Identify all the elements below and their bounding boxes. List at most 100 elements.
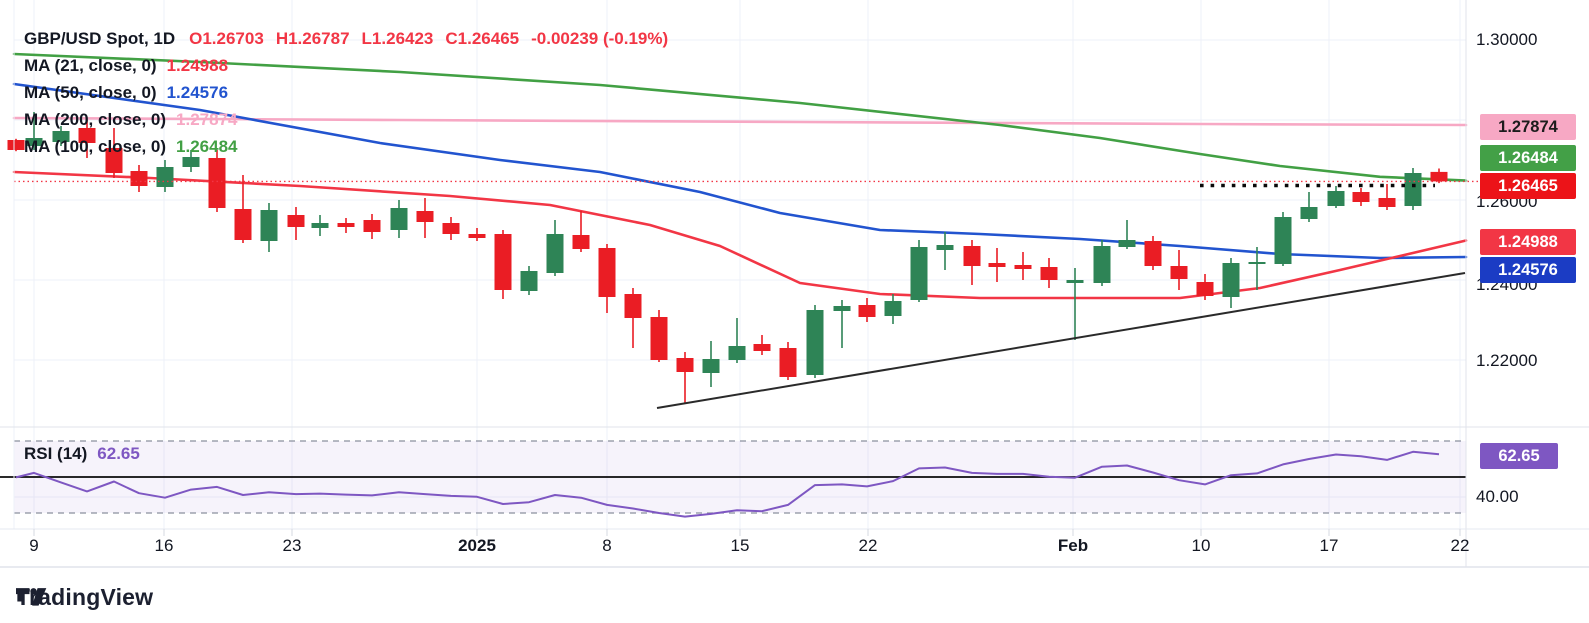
candle [1170, 266, 1188, 279]
symbol-title: GBP/USD Spot, 1D [24, 28, 176, 48]
open-value: O1.26703 [189, 28, 264, 48]
time-axis-label: 23 [282, 536, 302, 555]
candle [1066, 280, 1084, 283]
candle [1196, 282, 1214, 296]
candle [598, 248, 616, 297]
ma-21-row[interactable]: MA (21, close, 0) 1.24988 [24, 52, 668, 79]
candle [676, 358, 694, 372]
time-axis-label: 2025 [458, 536, 496, 555]
ma-100-row[interactable]: MA (100, close, 0) 1.26484 [24, 133, 668, 160]
ma-line-ma-50 [12, 82, 1468, 260]
candle [1327, 191, 1345, 206]
ma-row-value-2: 1.27874 [176, 109, 238, 129]
candle [1430, 171, 1448, 182]
candle [1040, 267, 1058, 280]
candle [1300, 207, 1318, 219]
trendline[interactable] [656, 272, 1466, 409]
candle [287, 215, 305, 227]
candle [910, 247, 928, 300]
rsi-badge: 62.65 [1480, 443, 1558, 469]
candle [988, 263, 1006, 267]
candle [779, 348, 797, 377]
candle [156, 167, 174, 187]
ma-50-label: MA (50, close, 0) [24, 82, 157, 102]
ma-row-value-1: 1.24576 [166, 82, 229, 102]
candle [260, 210, 278, 241]
time-axis-label: 17 [1319, 536, 1339, 555]
rsi-indicator-row[interactable]: RSI (14) 62.65 [24, 444, 140, 464]
candle [1014, 265, 1032, 269]
candle [311, 223, 329, 228]
ma-21-label: MA (21, close, 0) [24, 55, 157, 75]
candle [442, 223, 460, 234]
candle [806, 310, 824, 375]
candle [208, 158, 226, 208]
candle [936, 245, 954, 250]
price-badge: 1.26465 [1480, 173, 1576, 199]
candle [390, 208, 408, 230]
candle [728, 346, 746, 360]
time-axis-label: 22 [858, 536, 878, 555]
candle [416, 211, 434, 222]
symbol-row[interactable]: GBP/USD Spot, 1D O1.26703 H1.26787 L1.26… [24, 25, 668, 52]
chart-legend: GBP/USD Spot, 1D O1.26703 H1.26787 L1.26… [24, 25, 668, 160]
candle [1144, 241, 1162, 266]
candle [52, 131, 70, 142]
candle [7, 140, 25, 150]
ma-line-ma-100 [12, 52, 1468, 182]
candle [833, 306, 851, 311]
candle [1352, 192, 1370, 202]
rsi-line [15, 450, 1440, 518]
ma-50-row[interactable]: MA (50, close, 0) 1.24576 [24, 79, 668, 106]
time-axis-label: Feb [1057, 536, 1089, 555]
price-axis[interactable]: 1.30000 1.26000 1.24000 1.22000 1.27874 1.264… [1466, 0, 1589, 567]
low-value: L1.26423 [361, 28, 434, 48]
rsi-label: RSI (14) [24, 444, 88, 463]
ma-200-row[interactable]: MA (200, close, 0) 1.27874 [24, 106, 668, 133]
ma-200-label: MA (200, close, 0) [24, 109, 167, 129]
candle [337, 223, 355, 227]
candle [1222, 263, 1240, 297]
candle [494, 234, 512, 290]
tradingview-logo[interactable]: TradingView [16, 584, 153, 611]
pane-borders [0, 0, 1589, 568]
candle [520, 271, 538, 291]
candle [1378, 198, 1396, 207]
candle [1093, 246, 1111, 283]
close-value: C1.26465 [445, 28, 520, 48]
candle [234, 209, 252, 240]
candle [1248, 262, 1266, 264]
ma-100-label: MA (100, close, 0) [24, 136, 167, 156]
candle [858, 305, 876, 317]
tradingview-logo-icon [16, 588, 47, 606]
ma-line-ma-21 [12, 170, 1468, 300]
price-badge: 1.24988 [1480, 229, 1576, 255]
candle [130, 171, 148, 186]
candle [884, 301, 902, 316]
change-value: -0.00239 (-0.19%) [531, 28, 669, 48]
time-axis[interactable]: 9 16 23 2025 8 15 22 Feb 10 17 22 [0, 529, 1589, 567]
time-axis-label: 15 [730, 536, 750, 555]
ma-row-value-3: 1.26484 [176, 136, 238, 156]
price-badge: 1.24576 [1480, 257, 1576, 283]
candle [468, 234, 486, 238]
time-axis-label: 9 [29, 536, 39, 555]
candles-series [7, 112, 1448, 403]
price-axis-tick: 1.22000 [1476, 351, 1538, 370]
price-axis-tick: 1.30000 [1476, 30, 1538, 49]
candle [105, 148, 123, 173]
candle [624, 294, 642, 318]
rsi-value: 62.65 [97, 444, 140, 463]
candle [963, 246, 981, 266]
candle [363, 220, 381, 232]
candle [572, 235, 590, 249]
time-axis-label: 10 [1191, 536, 1211, 555]
candle [650, 317, 668, 360]
price-badge: 1.26484 [1480, 145, 1576, 171]
candle [1118, 240, 1136, 247]
candle [25, 138, 43, 146]
candle [702, 359, 720, 373]
high-value: H1.26787 [275, 28, 350, 48]
candle [78, 128, 96, 143]
